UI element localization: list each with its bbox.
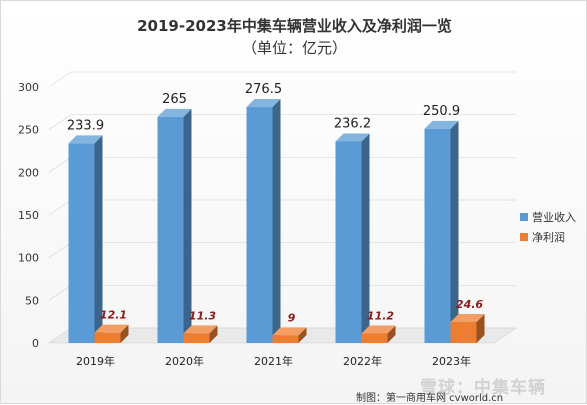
data-label-revenue: 250.9 — [423, 104, 460, 119]
chart-subtitle: （单位：亿元） — [241, 39, 347, 57]
bar-revenue-side — [183, 108, 192, 343]
x-tick-label: 2020年 — [165, 354, 204, 368]
data-label-revenue: 236.2 — [334, 116, 371, 131]
y-tick-label: 100 — [18, 252, 39, 265]
bar-revenue — [157, 116, 184, 343]
bar-revenue-top — [68, 135, 103, 144]
data-label-revenue: 233.9 — [67, 118, 104, 133]
chart-title: 2019-2023年中集车辆营业收入及净利润一览 — [137, 17, 452, 35]
y-tick-label: 200 — [18, 166, 39, 179]
legend-swatch-profit — [520, 233, 528, 241]
data-label-profit: 24.6 — [456, 298, 483, 311]
bar-profit-top — [361, 325, 396, 334]
y-tick-label: 250 — [18, 124, 39, 137]
bar-profit-side — [387, 325, 396, 343]
bar-profit-top — [94, 324, 129, 333]
gridline-depth — [48, 71, 72, 88]
x-tick-label: 2019年 — [76, 354, 115, 368]
legend-swatch-revenue — [520, 213, 528, 221]
bar-revenue-side — [272, 99, 281, 343]
chart-credit: 制图：第一商用车网 cvworld.cn — [356, 393, 504, 404]
y-tick-label: 0 — [32, 337, 39, 350]
bar-revenue-top — [246, 99, 281, 108]
legend-item-revenue: 营业收入 — [520, 207, 576, 227]
bar-profit-top — [183, 325, 218, 334]
bar-profit-top — [272, 327, 307, 336]
y-tick-label: 300 — [18, 81, 39, 94]
legend-label-profit: 净利润 — [532, 231, 565, 244]
y-tick-label: 50 — [25, 294, 39, 307]
gridline-depth — [48, 242, 72, 258]
gridline-depth — [48, 199, 72, 216]
data-label-profit: 9 — [288, 311, 296, 324]
watermark: 雪球：中集车辆 — [420, 378, 546, 398]
bar-profit-side — [120, 324, 129, 343]
bar-profit — [94, 332, 121, 343]
bar-revenue-top — [424, 120, 459, 129]
y-tick-label: 150 — [18, 209, 39, 222]
bar-revenue-top — [335, 133, 370, 142]
data-label-profit: 11.2 — [367, 309, 394, 322]
bar-revenue-side — [450, 120, 459, 343]
x-tick-label: 2022年 — [343, 354, 382, 368]
bar-profit — [450, 322, 477, 343]
gridline-depth — [48, 327, 72, 344]
gridline-depth — [48, 114, 72, 130]
x-tick-label: 2023年 — [432, 354, 471, 368]
bar-profit — [183, 333, 210, 343]
bar-profit-side — [476, 314, 485, 343]
legend: 营业收入 净利润 — [520, 207, 576, 247]
bar-revenue-top — [157, 108, 192, 117]
legend-label-revenue: 营业收入 — [532, 211, 576, 224]
bar-revenue — [68, 143, 95, 343]
gridline-depth — [48, 157, 72, 173]
bar-revenue — [424, 128, 451, 343]
bar-revenue-side — [361, 133, 370, 343]
bar-revenue — [246, 107, 273, 343]
bar-profit-top — [450, 314, 485, 323]
gridline-depth — [48, 285, 72, 301]
data-label-profit: 12.1 — [100, 309, 127, 322]
data-label-profit: 11.3 — [189, 309, 216, 322]
bar-profit — [272, 335, 299, 343]
x-tick-label: 2021年 — [254, 354, 293, 368]
bar-profit-side — [209, 325, 218, 343]
legend-item-profit: 净利润 — [520, 227, 576, 247]
bar-revenue-side — [94, 135, 103, 343]
bar-profit-side — [298, 327, 307, 343]
data-label-revenue: 265 — [162, 92, 187, 107]
data-label-revenue: 276.5 — [245, 82, 282, 97]
bar-revenue — [335, 141, 362, 343]
bar-profit — [361, 333, 388, 343]
